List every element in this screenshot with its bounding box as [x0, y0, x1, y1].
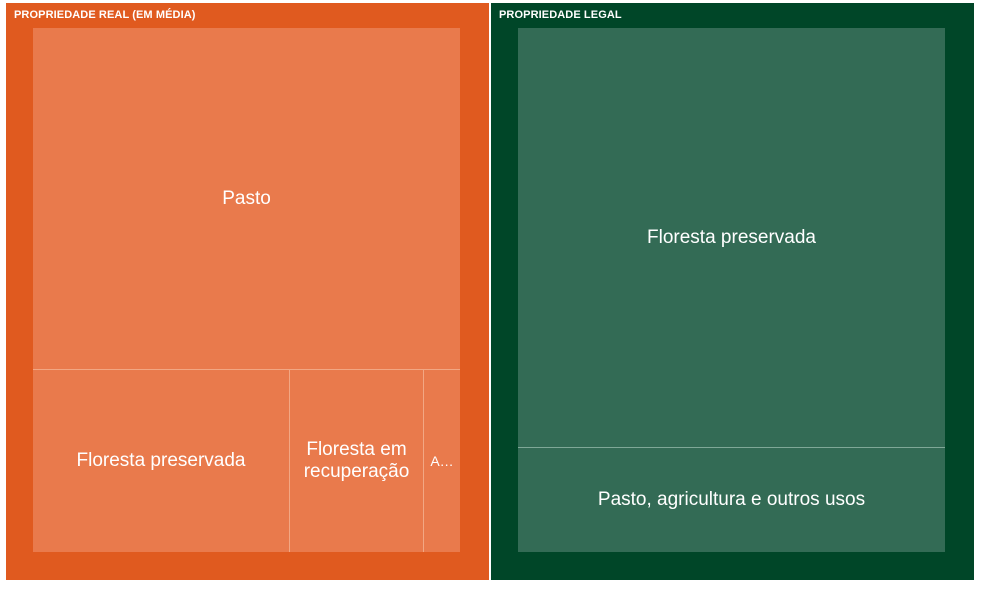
treemap-tile-floresta-preservada: Floresta preservada [33, 369, 289, 552]
treemap-tile-pasto: Pasto [33, 28, 460, 369]
treemap-tile-a: A… [423, 369, 460, 552]
treemap-tile-pasto-agricultura-e-outros-usos: Pasto, agricultura e outros usos [518, 447, 945, 552]
group-title-propriedade-legal: PROPRIEDADE LEGAL [499, 9, 622, 21]
treemap-tile-floresta-em-recuperacao: Floresta em recuperação [289, 369, 423, 552]
group-title-propriedade-real: PROPRIEDADE REAL (EM MÉDIA) [14, 9, 196, 21]
group-propriedade-real: PROPRIEDADE REAL (EM MÉDIA) Pasto Florest… [6, 3, 489, 580]
treemap-tile-label: Pasto, agricultura e outros usos [597, 489, 866, 510]
treemap-tile-label: Floresta preservada [76, 450, 246, 471]
group-propriedade-legal: PROPRIEDADE LEGAL Floresta preservada Pas… [491, 3, 974, 580]
treemap-tile-floresta-preservada: Floresta preservada [518, 28, 945, 447]
treemap-tile-label: Floresta em recuperação [303, 439, 410, 482]
treemap-tile-label: A… [430, 453, 454, 469]
treemap-tile-label: Floresta preservada [647, 226, 816, 248]
treemap-tile-label: Pasto [222, 187, 271, 209]
